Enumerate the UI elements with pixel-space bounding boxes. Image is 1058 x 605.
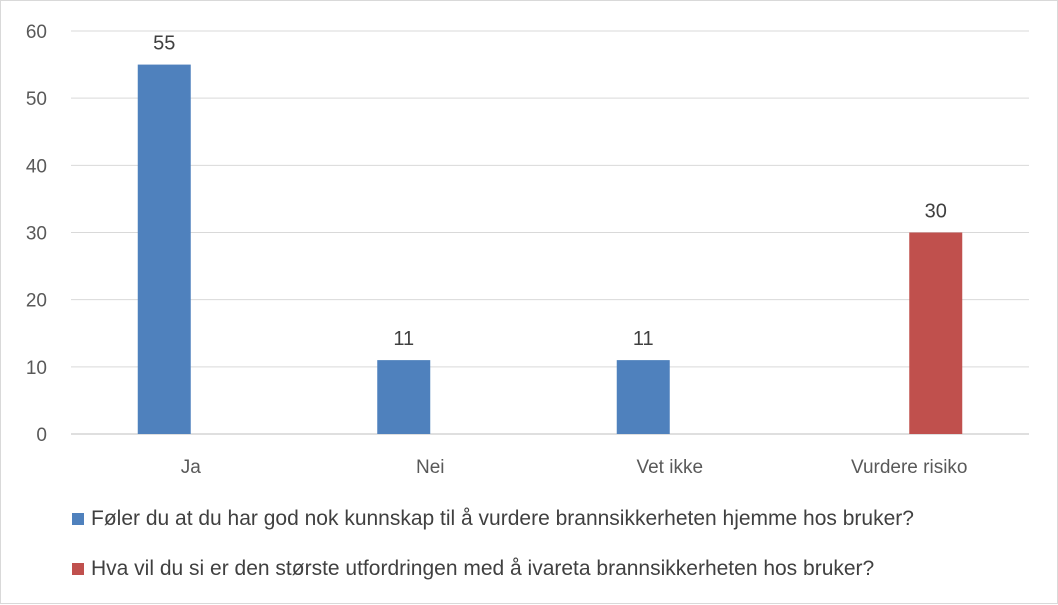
bar <box>909 232 963 434</box>
data-label: 30 <box>925 201 947 223</box>
bar <box>377 360 431 434</box>
legend: Føler du at du har god nok kunnskap til … <box>72 507 914 580</box>
data-label: 11 <box>393 328 414 350</box>
x-tick-label: Vurdere risiko <box>851 457 968 478</box>
y-tick-label: 30 <box>26 224 47 245</box>
legend-label: Føler du at du har god nok kunnskap til … <box>91 507 914 530</box>
legend-label: Hva vil du si er den største utfordringe… <box>91 557 874 580</box>
bar <box>616 360 670 434</box>
bars <box>137 64 963 435</box>
x-tick-label: Nei <box>416 457 445 478</box>
data-label: 11 <box>633 328 654 350</box>
data-label: 55 <box>153 33 175 55</box>
y-axis-ticks: 0 10 20 30 40 50 60 <box>26 22 47 446</box>
x-axis-ticks: Ja Nei Vet ikke Vurdere risiko <box>181 457 968 478</box>
y-tick-label: 50 <box>26 89 47 110</box>
data-labels: 55 11 11 30 <box>153 33 947 351</box>
bar <box>137 64 191 435</box>
y-tick-label: 20 <box>26 291 47 312</box>
gridlines <box>71 30 1029 435</box>
x-tick-label: Vet ikke <box>636 457 703 478</box>
legend-swatch <box>72 563 84 575</box>
y-tick-label: 60 <box>26 22 47 43</box>
y-tick-label: 40 <box>26 156 47 177</box>
y-tick-label: 10 <box>26 358 47 379</box>
y-tick-label: 0 <box>36 425 47 446</box>
x-tick-label: Ja <box>181 457 202 478</box>
legend-swatch <box>72 513 84 525</box>
